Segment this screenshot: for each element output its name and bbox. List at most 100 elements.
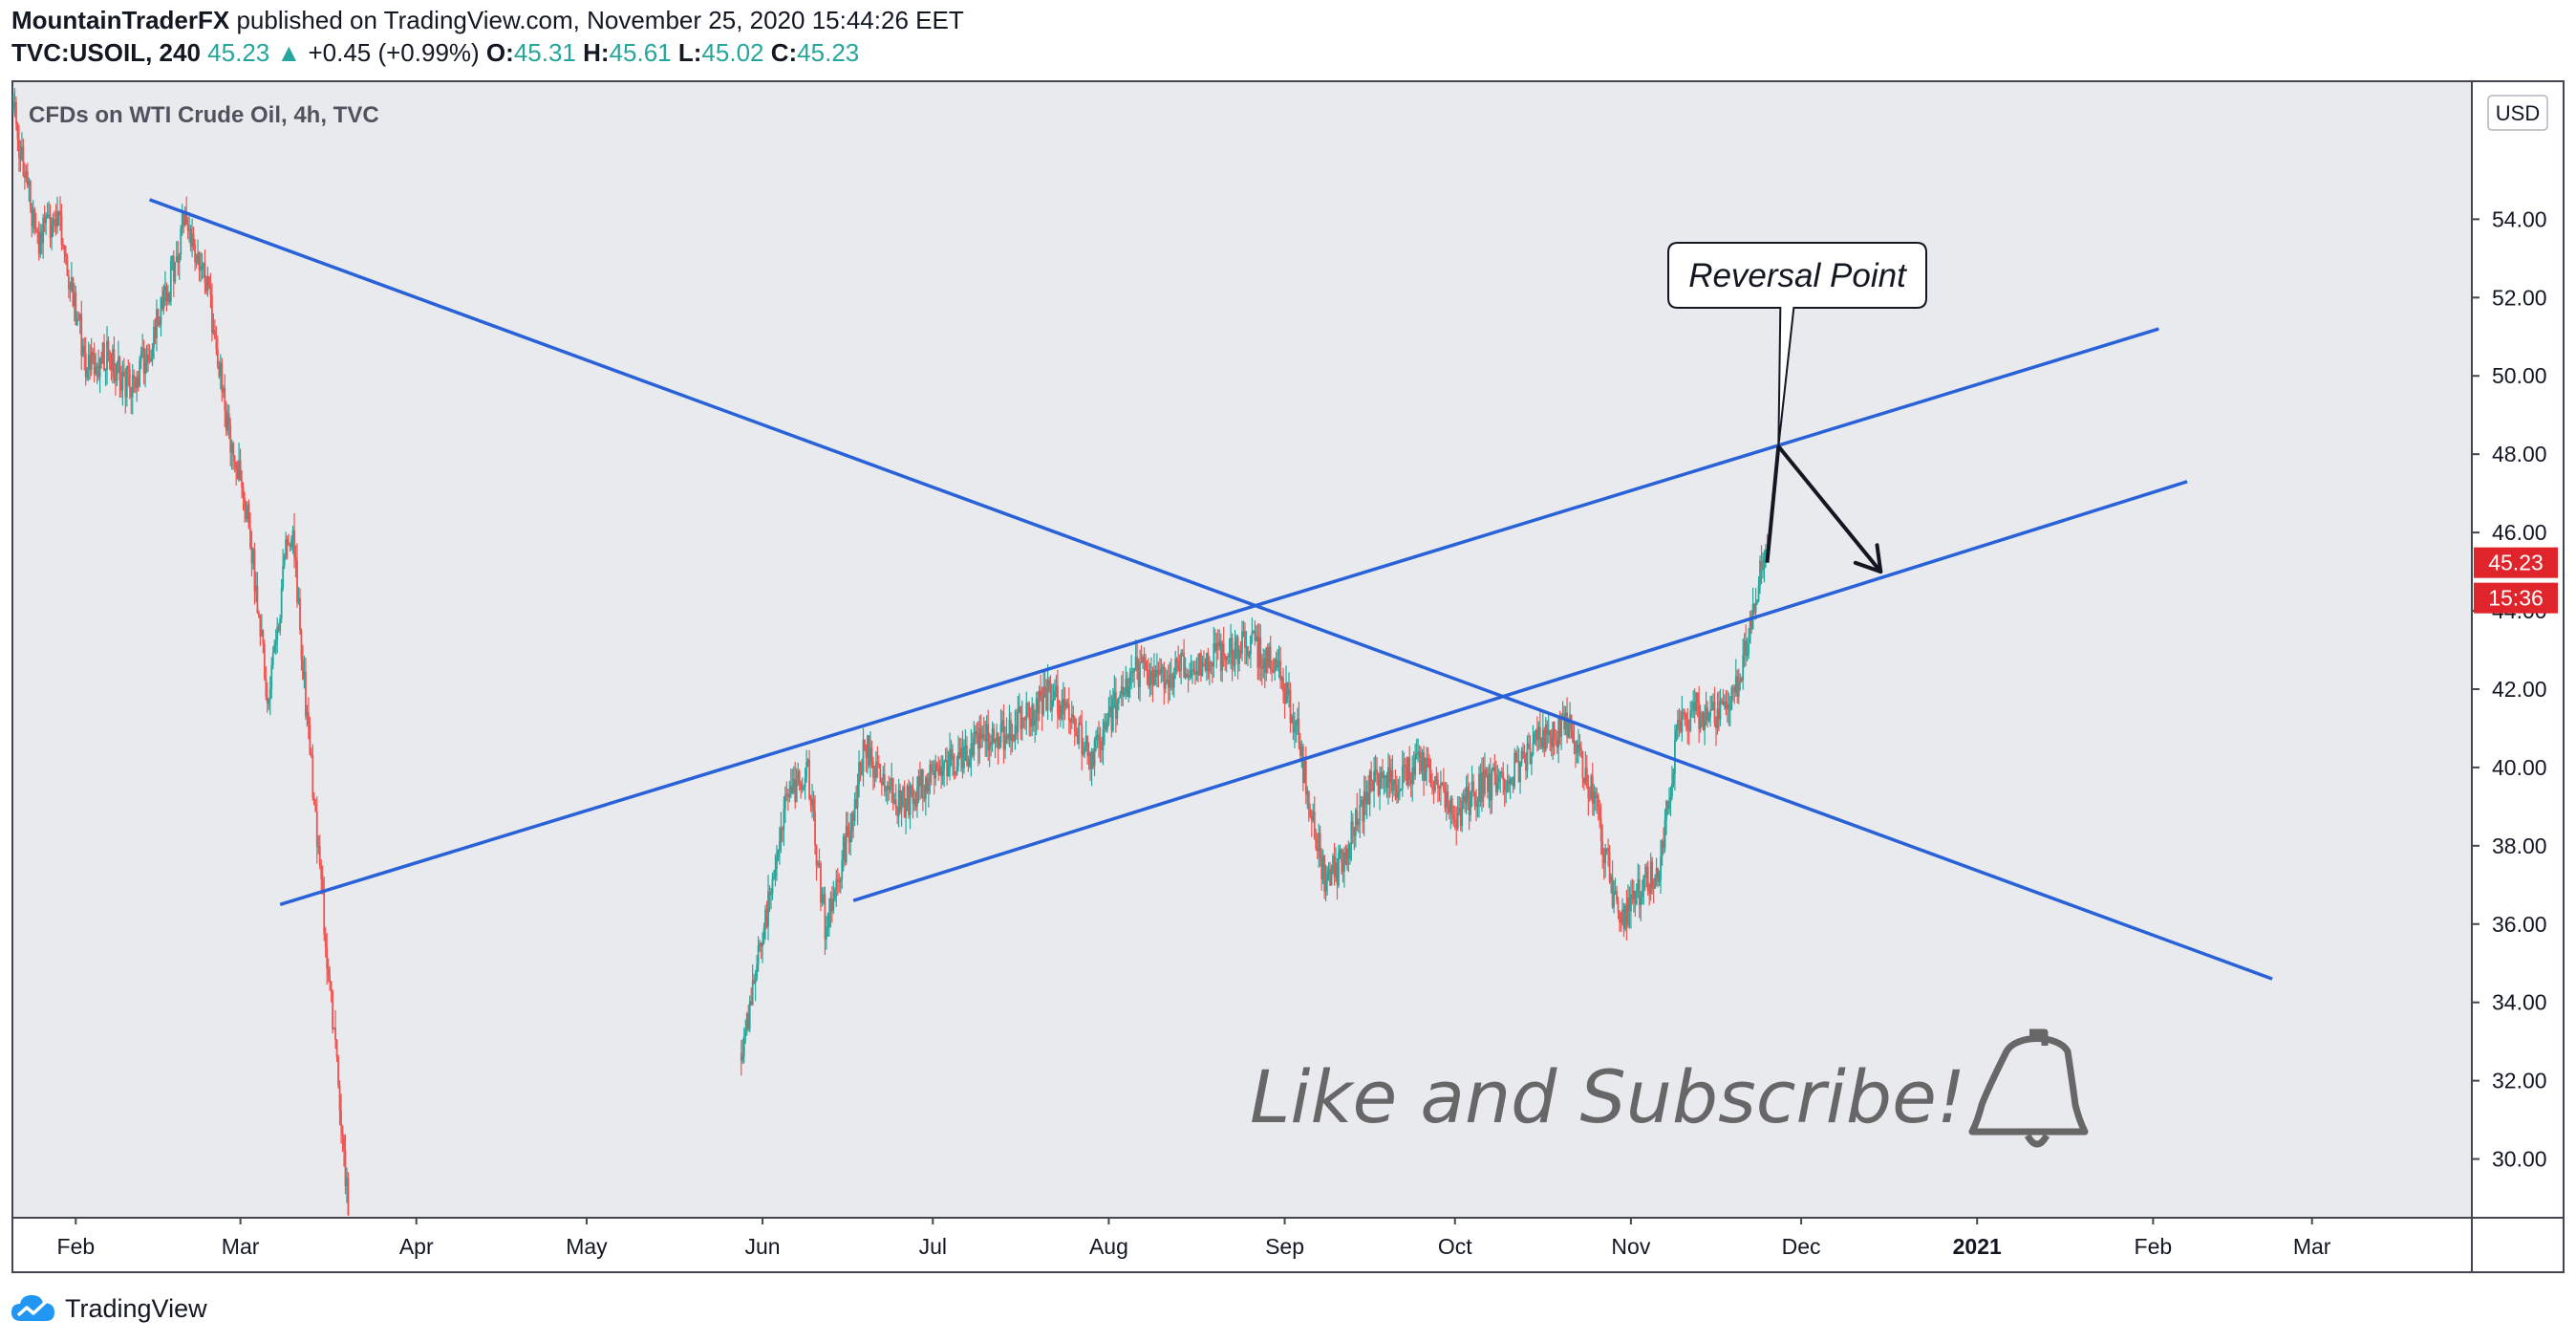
projection-line[interactable]	[1765, 445, 1781, 563]
candle-body	[1148, 670, 1149, 686]
candle-body	[1052, 699, 1055, 702]
candle-body	[156, 309, 158, 338]
candle-body	[1496, 782, 1499, 792]
trend-lines-layer[interactable]	[148, 198, 2273, 981]
candle-body	[224, 388, 226, 411]
candle-body	[1238, 649, 1240, 664]
candle-body	[1373, 771, 1376, 791]
candle-body	[139, 359, 141, 386]
candle-body	[998, 742, 1000, 748]
currency-button[interactable]: USD	[2487, 95, 2548, 131]
price-axis[interactable]	[2472, 82, 2563, 1218]
candle-body	[869, 747, 871, 766]
candle-body	[919, 775, 921, 787]
candle-body	[1390, 770, 1392, 784]
candle-body	[784, 794, 786, 810]
candle-body	[1222, 643, 1225, 656]
price-tick-3: 36.00	[2492, 912, 2547, 937]
candle-body	[978, 727, 981, 749]
candle-body	[1500, 771, 1503, 773]
candle-body	[1675, 729, 1678, 741]
candle-body	[1624, 905, 1626, 930]
candle-body	[321, 878, 324, 893]
candle-body	[1617, 899, 1620, 913]
candle-body	[1476, 800, 1479, 807]
trend-line-2[interactable]	[279, 327, 2159, 906]
candle-body	[65, 252, 67, 258]
candle-body	[222, 388, 225, 393]
candle-body	[45, 215, 48, 224]
time-axis[interactable]	[13, 1219, 2471, 1271]
candle-body	[1300, 746, 1303, 756]
candle-body	[1665, 801, 1667, 820]
candle-body	[905, 804, 907, 818]
candle-body	[78, 314, 81, 320]
candle-body	[197, 252, 199, 264]
candle-body	[1537, 726, 1540, 741]
reversal-callout[interactable]: Reversal Point	[1667, 242, 1927, 447]
candle-body	[1306, 790, 1309, 795]
candle-body	[929, 764, 932, 783]
projection-arrow[interactable]	[1776, 444, 1882, 574]
candle-body	[39, 231, 42, 254]
candle-body	[282, 565, 285, 589]
candle-body	[1292, 716, 1295, 733]
candle-body	[1268, 646, 1271, 668]
candle-body	[744, 1029, 747, 1036]
candle-body	[1535, 730, 1537, 733]
candle-body	[1550, 735, 1553, 747]
trend-line-1[interactable]	[148, 198, 2273, 981]
candle-body	[1509, 779, 1512, 785]
candle-body	[900, 790, 903, 812]
candle-body	[941, 768, 944, 777]
candle-body	[921, 769, 924, 799]
candle-body	[823, 894, 825, 898]
candle-body	[1532, 742, 1535, 755]
candle-body	[934, 763, 937, 779]
candle-body	[25, 171, 28, 179]
candle-body	[1702, 712, 1705, 730]
arrow-layer[interactable]	[1765, 444, 1883, 574]
candle-body	[865, 747, 868, 759]
candle-body	[133, 375, 136, 379]
candle-body	[874, 762, 877, 779]
candle-body	[343, 1136, 345, 1151]
candle-body	[1722, 701, 1725, 705]
candle-body	[72, 277, 75, 306]
candle-body	[63, 246, 66, 253]
candle-body	[201, 266, 204, 270]
candle-body	[1414, 754, 1417, 776]
time-tick-0: Feb	[57, 1234, 96, 1259]
candle-body	[809, 799, 812, 807]
candle-body	[340, 1111, 342, 1127]
candle-body	[1210, 661, 1213, 664]
candle-body	[1491, 769, 1493, 801]
candle-body	[59, 210, 61, 216]
candle-body	[1158, 672, 1161, 674]
candle-body	[914, 799, 917, 807]
candle-body	[1607, 848, 1610, 853]
candle-body	[1087, 752, 1090, 756]
candle-body	[1575, 741, 1577, 754]
candle-body	[1611, 877, 1614, 907]
candle-body	[1224, 655, 1227, 660]
candle-body	[1167, 680, 1170, 688]
tradingview-logo[interactable]: TradingView	[10, 1292, 207, 1325]
candle-body	[1655, 868, 1658, 877]
candle-body	[1599, 806, 1601, 819]
candle-body	[1608, 852, 1611, 882]
candle-body	[1035, 698, 1038, 721]
candle-body	[270, 665, 273, 690]
candle-body	[34, 228, 37, 231]
candle-body	[1219, 640, 1222, 671]
candle-body	[51, 225, 53, 238]
candle-body	[1063, 699, 1066, 708]
candle-body	[1318, 833, 1320, 852]
candle-body	[1171, 676, 1174, 688]
author-name[interactable]: MountainTraderFX	[11, 6, 230, 34]
candle-body	[1289, 689, 1292, 724]
candle-body	[290, 539, 292, 548]
trend-line-3[interactable]	[852, 480, 2188, 902]
candle-body	[1356, 810, 1359, 825]
